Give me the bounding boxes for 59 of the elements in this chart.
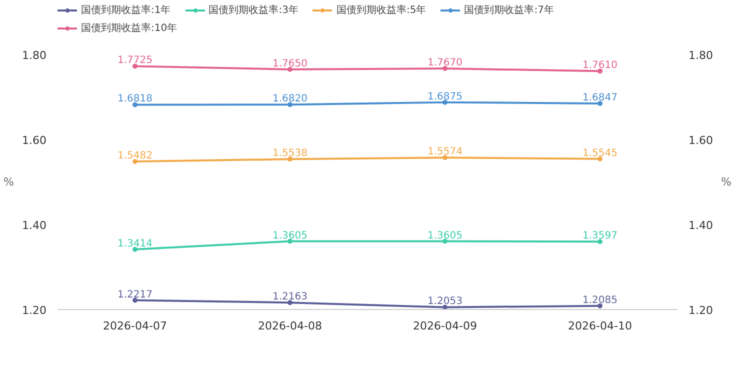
- point: [132, 159, 138, 164]
- data-label: 1.6818: [118, 94, 153, 105]
- data-label: 1.2163: [272, 292, 308, 303]
- data-label: 1.7670: [428, 58, 463, 69]
- x-tick-label: 2026-04-10: [568, 320, 632, 332]
- x-tick-label: 2026-04-09: [413, 320, 477, 332]
- data-label: 1.7725: [118, 55, 153, 66]
- data-label: 1.7650: [272, 58, 308, 70]
- legend-label: 国债到期收益率:1年: [81, 4, 171, 17]
- data-label: 1.5482: [118, 150, 153, 162]
- data-label: 1.7610: [582, 60, 618, 72]
- y-axis-title: %: [4, 176, 14, 188]
- y-tick-label: 1.80: [22, 49, 47, 62]
- point: [288, 156, 292, 162]
- point: [132, 64, 138, 69]
- point: [598, 156, 602, 162]
- point: [598, 68, 602, 74]
- y-tick-label: 1.60: [22, 134, 47, 147]
- point: [288, 102, 292, 108]
- point: [598, 101, 602, 106]
- y-tick-label: 1.20: [22, 304, 47, 317]
- point: [132, 298, 138, 303]
- legend-label: 国债到期收益率:3年: [208, 4, 298, 17]
- point: [442, 100, 448, 105]
- point: [442, 238, 448, 244]
- legend-label: 国债到期收益率:7年: [464, 4, 554, 17]
- y2-tick-label: 1.20: [688, 304, 713, 317]
- data-label: 1.2053: [428, 296, 463, 308]
- point: [288, 238, 292, 244]
- point: [132, 246, 138, 252]
- data-label: 1.3605: [272, 230, 308, 242]
- data-label: 1.6820: [272, 94, 308, 105]
- x-tick-label: 2026-04-07: [103, 320, 167, 332]
- data-label: 1.5538: [272, 148, 308, 160]
- data-label: 1.6875: [428, 91, 463, 102]
- y2-tick-label: 1.80: [688, 49, 713, 62]
- y2-axis-title: %: [720, 176, 732, 188]
- legend-label: 国债到期收益率:10年: [81, 22, 178, 35]
- point: [288, 300, 292, 306]
- data-label: 1.5545: [582, 148, 618, 159]
- data-label: 1.2217: [118, 289, 153, 300]
- data-label: 1.5574: [428, 146, 463, 158]
- y-tick-label: 1.40: [22, 219, 47, 232]
- point: [288, 66, 292, 72]
- point: [442, 155, 448, 160]
- point: [598, 303, 602, 308]
- x-tick-label: 2026-04-08: [258, 320, 322, 332]
- point: [132, 102, 138, 108]
- data-label: 1.2085: [582, 294, 618, 306]
- point: [598, 239, 602, 244]
- legend-label: 国债到期收益率:5年: [336, 4, 426, 17]
- data-label: 1.6847: [582, 92, 618, 104]
- point: [442, 304, 448, 310]
- y2-tick-label: 1.60: [688, 134, 713, 147]
- data-label: 1.3414: [118, 238, 153, 250]
- data-label: 1.3605: [428, 230, 463, 242]
- y2-tick-label: 1.40: [688, 219, 713, 232]
- point: [442, 66, 448, 72]
- data-label: 1.3597: [582, 230, 618, 242]
